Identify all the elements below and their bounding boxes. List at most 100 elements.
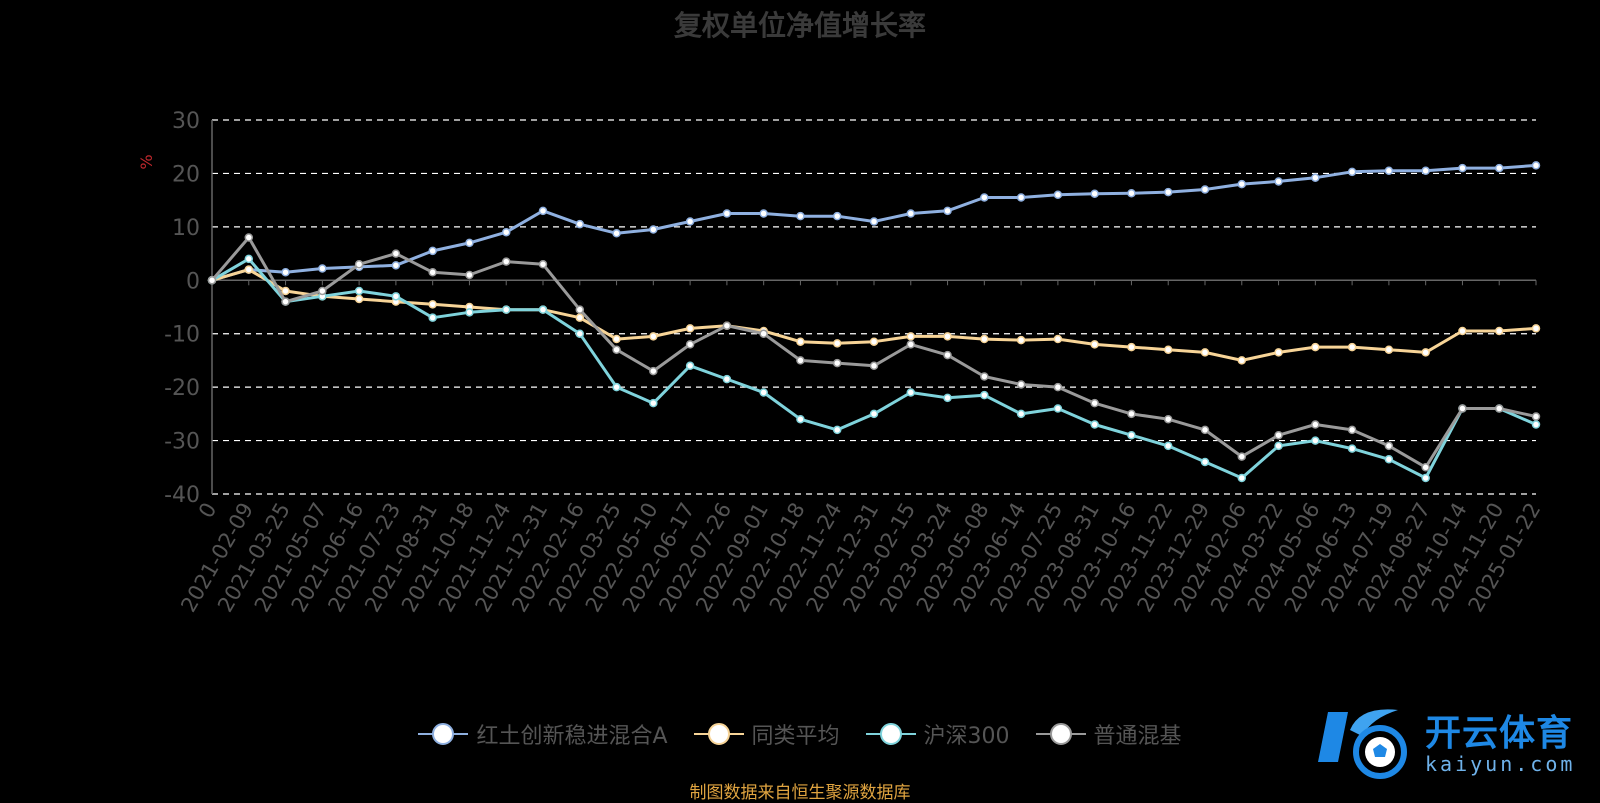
data-point — [1200, 185, 1210, 194]
chart-title: 复权单位净值增长率 — [673, 9, 926, 42]
data-point — [1384, 345, 1394, 354]
data-point — [1053, 334, 1063, 344]
data-point — [575, 329, 585, 338]
data-point — [1053, 190, 1063, 200]
data-point — [1347, 425, 1357, 435]
data-point — [1016, 380, 1026, 389]
legend-marker-icon — [1035, 722, 1086, 746]
data-point — [1053, 382, 1063, 392]
chart-legend: 红土创新稳进混合A 同类平均 沪深300 普通混基 — [0, 718, 1600, 750]
data-point — [1163, 414, 1173, 424]
y-tick-label: 10 — [172, 216, 200, 241]
data-point — [1384, 166, 1394, 176]
data-point — [501, 227, 511, 237]
data-point — [832, 358, 842, 368]
data-point — [906, 340, 916, 349]
data-point — [1384, 455, 1394, 464]
legend-item[interactable]: 同类平均 — [693, 718, 840, 750]
data-point — [1237, 179, 1247, 189]
y-tick-label: -20 — [164, 376, 200, 401]
y-axis-label: % — [137, 154, 156, 169]
legend-label: 普通混基 — [1093, 724, 1182, 749]
data-point — [1458, 326, 1467, 336]
data-point — [1531, 412, 1541, 421]
data-point — [354, 286, 364, 296]
y-tick-label: 30 — [172, 109, 200, 134]
data-point — [538, 260, 548, 269]
data-point — [1016, 335, 1026, 345]
data-point — [465, 238, 474, 248]
data-point — [1163, 345, 1173, 354]
data-point — [1531, 420, 1541, 429]
y-tick-label: 0 — [186, 269, 200, 294]
data-point — [906, 388, 916, 397]
data-point — [1347, 444, 1357, 453]
data-point — [943, 393, 952, 403]
data-point — [980, 372, 989, 381]
data-point — [428, 246, 437, 256]
data-point — [1237, 473, 1247, 483]
data-point — [1311, 436, 1320, 445]
data-point — [1347, 342, 1357, 352]
legend-item[interactable]: 普通混基 — [1035, 718, 1182, 750]
data-point — [1274, 430, 1283, 440]
data-point — [1090, 398, 1099, 408]
data-point — [943, 350, 952, 360]
data-point — [1494, 404, 1504, 413]
data-point — [1421, 166, 1430, 176]
data-point — [722, 374, 732, 384]
data-point — [796, 211, 805, 221]
y-tick-label: -30 — [164, 430, 200, 455]
data-point — [244, 254, 254, 264]
data-point — [244, 233, 254, 242]
data-point — [318, 286, 327, 296]
data-point — [906, 332, 916, 341]
data-point — [354, 260, 364, 269]
data-point — [428, 313, 437, 322]
data-point — [759, 329, 768, 338]
data-point — [575, 219, 585, 229]
data-point — [354, 294, 364, 304]
legend-item[interactable]: 沪深300 — [865, 718, 1010, 750]
data-point — [1237, 452, 1247, 461]
data-point — [465, 308, 474, 317]
data-point — [1458, 404, 1467, 413]
data-point — [869, 337, 879, 346]
data-point — [759, 388, 768, 397]
data-point — [1274, 441, 1283, 451]
data-point — [1274, 177, 1283, 186]
data-point — [1311, 342, 1320, 352]
data-point — [906, 209, 916, 218]
y-tick-label: -40 — [164, 483, 200, 508]
data-point — [1053, 404, 1063, 413]
data-point — [612, 345, 621, 354]
data-point — [1163, 441, 1173, 451]
data-point — [869, 361, 879, 371]
data-point — [1531, 324, 1541, 333]
legend-label: 同类平均 — [751, 724, 840, 749]
data-point — [1421, 463, 1430, 472]
brand-watermark: 开云体育 kaiyun.com — [1310, 700, 1600, 790]
data-point — [1494, 326, 1504, 336]
legend-marker-icon — [418, 722, 469, 746]
data-point — [759, 209, 768, 218]
data-point — [980, 193, 989, 202]
legend-item[interactable]: 红土创新稳进混合A — [418, 718, 668, 750]
data-point — [575, 305, 585, 314]
data-point — [428, 268, 437, 277]
data-point — [1237, 356, 1247, 365]
data-point — [391, 292, 401, 301]
data-point — [1311, 173, 1320, 182]
legend-label: 沪深300 — [923, 724, 1010, 749]
data-point — [649, 366, 658, 376]
y-tick-label: -10 — [164, 323, 200, 348]
data-point — [649, 225, 658, 234]
data-point — [796, 337, 805, 346]
data-point — [943, 332, 952, 341]
data-point — [1127, 342, 1136, 352]
data-point — [980, 390, 989, 400]
data-point — [649, 398, 658, 408]
data-point — [869, 217, 879, 226]
data-point — [281, 268, 290, 277]
data-point — [685, 217, 695, 226]
